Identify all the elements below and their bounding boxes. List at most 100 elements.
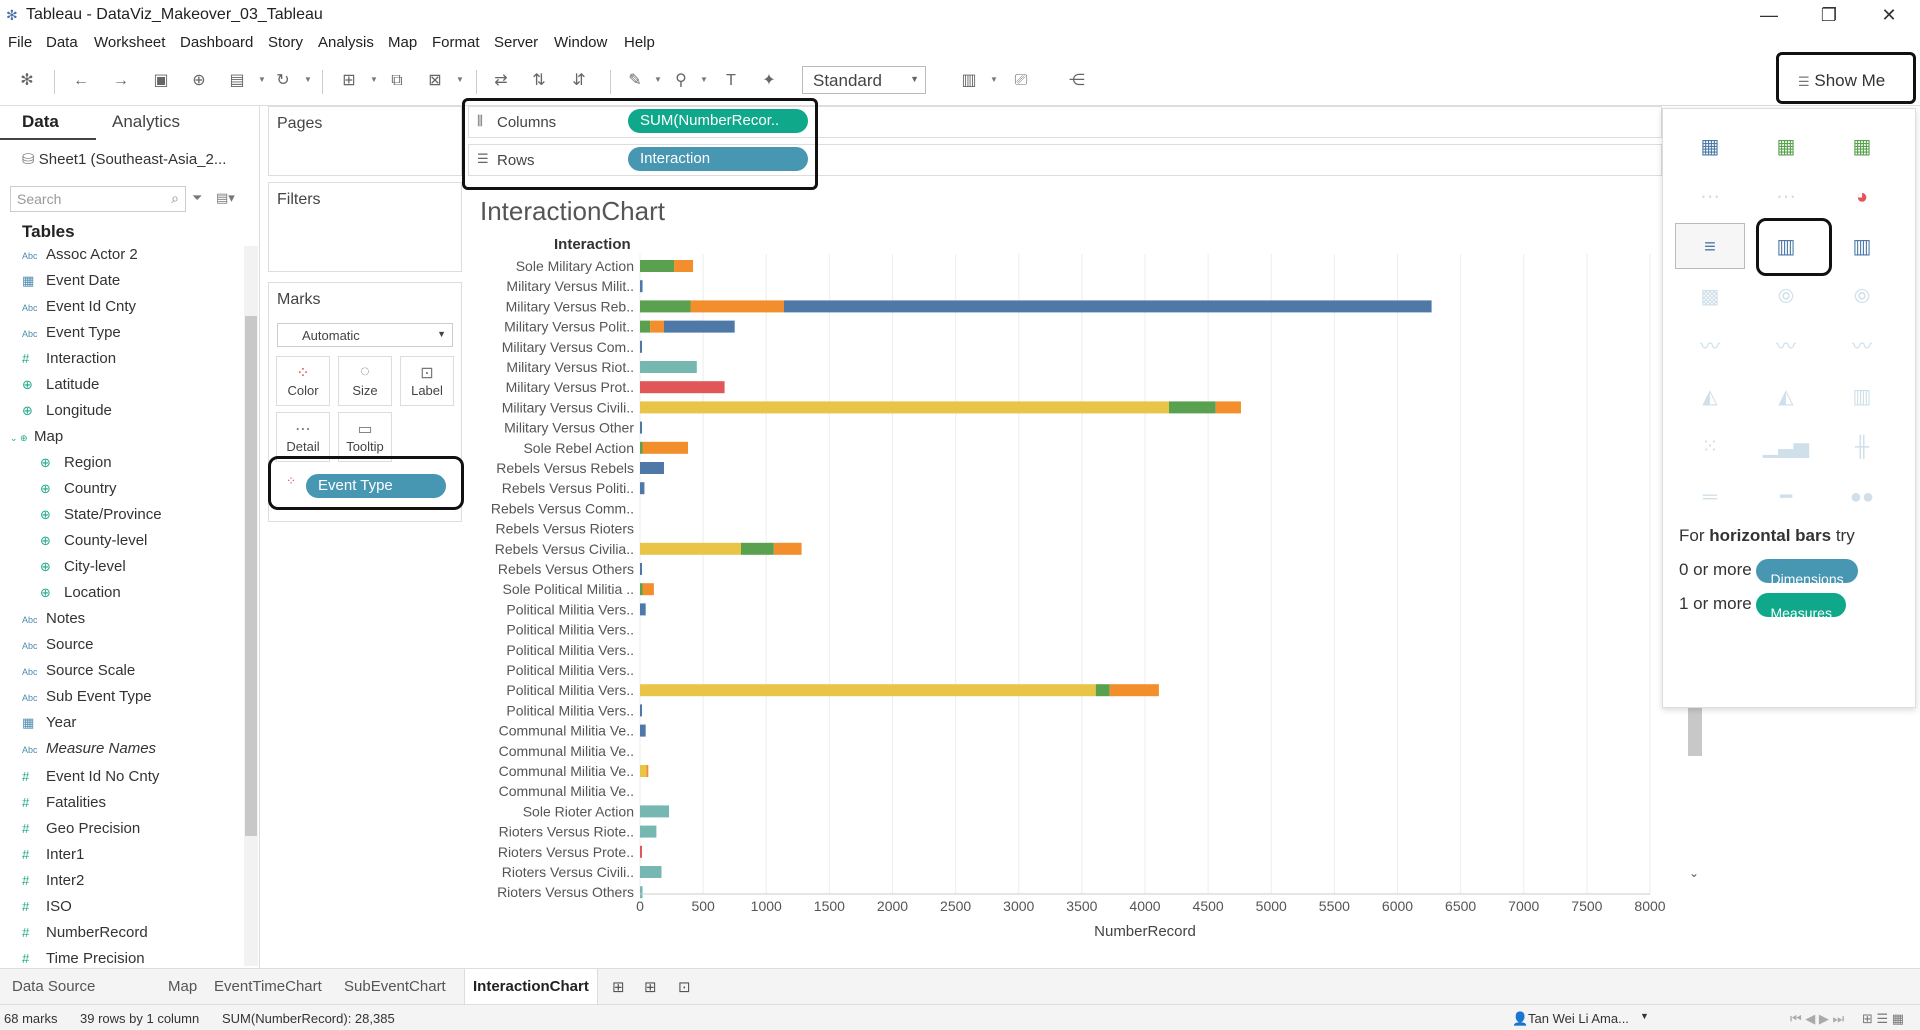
field-event-date[interactable]: ▦ Event Date [22, 272, 121, 289]
new-datasource-icon[interactable]: ⊕ [192, 72, 206, 89]
bar-segment[interactable] [640, 563, 642, 575]
field-country[interactable]: ⊕ Country [40, 480, 117, 497]
bar-segment[interactable] [640, 280, 643, 293]
menu-story[interactable]: Story [268, 34, 304, 51]
tooltip-mark-button[interactable]: ▭ Tooltip [338, 412, 392, 462]
minimize-button[interactable]: — [1760, 5, 1778, 25]
fit-select[interactable]: Standard ▼ [802, 66, 926, 94]
pages-shelf[interactable]: Pages [268, 106, 462, 176]
bar-segment[interactable] [640, 340, 642, 353]
columns-pill[interactable]: SUM(NumberRecor.. [628, 109, 808, 133]
show-me-dual-combination-icon[interactable]: ▥ [1827, 373, 1897, 419]
show-me-highlight-table-icon[interactable]: ▦ [1827, 123, 1897, 169]
show-me-lines-discrete-icon[interactable]: 〰 [1675, 323, 1745, 369]
field-source[interactable]: Abc Source [22, 636, 94, 653]
bar-segment[interactable] [783, 300, 1432, 313]
field-measure-names[interactable]: Abc Measure Names [22, 740, 157, 757]
bar-segment[interactable] [1095, 684, 1110, 697]
bar-segment[interactable] [640, 603, 646, 616]
show-me-histogram-icon[interactable]: ▁▃▅ [1751, 423, 1821, 469]
menu-dashboard[interactable]: Dashboard [180, 34, 254, 51]
show-me-symbol-map-icon[interactable]: ⋯ [1675, 173, 1745, 219]
field-numberrecord[interactable]: # NumberRecord [22, 924, 148, 941]
restore-button[interactable]: ❐ [1820, 5, 1838, 25]
menu-format[interactable]: Format [432, 34, 480, 51]
show-me-filled-map-icon[interactable]: ⋯ [1751, 173, 1821, 219]
tab-eventtimechart[interactable]: EventTimeChart [214, 978, 322, 995]
save-icon[interactable]: ▣ [153, 72, 169, 89]
bar-segment[interactable] [1215, 401, 1241, 414]
bar-segment[interactable] [640, 886, 643, 899]
label-mark-button[interactable]: ⊡ Label [400, 356, 454, 406]
bar-segment[interactable] [640, 866, 662, 878]
mark-type-select[interactable]: Automatic ▼ [277, 323, 453, 347]
bar-segment[interactable] [674, 260, 694, 272]
bar-segment[interactable] [640, 684, 1096, 697]
bar-segment[interactable] [642, 583, 654, 596]
menu-analysis[interactable]: Analysis [318, 34, 374, 51]
show-me-area-continuous-icon[interactable]: ◭ [1675, 373, 1745, 419]
field-inter2[interactable]: # Inter2 [22, 872, 85, 889]
undo-icon[interactable]: ← [73, 72, 89, 89]
tableau-home-icon[interactable]: ✻ [20, 72, 34, 89]
field-inter1[interactable]: # Inter1 [22, 846, 85, 863]
clear-sheet-icon[interactable]: ⊠ [428, 72, 442, 89]
bar-segment[interactable] [663, 320, 735, 333]
show-mark-labels-icon[interactable]: T [726, 72, 736, 89]
show-me-circle-views-icon[interactable]: ⦾ [1751, 273, 1821, 319]
sheet-nav-icon[interactable]: ⏮ ◀ ▶ ⏭ [1790, 1011, 1845, 1026]
menu-help[interactable]: Help [624, 34, 655, 51]
bar-segment[interactable] [640, 361, 697, 373]
show-me-area-discrete-icon[interactable]: ◭ [1751, 373, 1821, 419]
bar-segment[interactable] [640, 300, 691, 313]
fix-axes-icon[interactable]: ✦ [762, 72, 776, 89]
search-input[interactable]: Search ⌕ [10, 186, 186, 212]
bar-segment[interactable] [640, 845, 642, 858]
field-interaction[interactable]: # Interaction [22, 350, 117, 367]
tab-subeventchart[interactable]: SubEventChart [344, 978, 446, 995]
show-cards-icon[interactable]: ▥ [961, 72, 977, 89]
bar-segment[interactable] [640, 583, 643, 596]
status-user[interactable]: Tan Wei Li Ama... [1528, 1011, 1629, 1026]
menu-data[interactable]: Data [46, 34, 78, 51]
bar-segment[interactable] [640, 320, 651, 333]
show-me-side-by-side-bars-icon[interactable]: ▥ [1827, 223, 1897, 269]
bar-segment[interactable] [640, 765, 647, 777]
size-mark-button[interactable]: ◌ Size [338, 356, 392, 406]
close-button[interactable]: ✕ [1881, 5, 1897, 25]
show-me-heat-map-icon[interactable]: ▦ [1751, 123, 1821, 169]
show-me-bullet-graph-icon[interactable]: ━ [1751, 473, 1821, 519]
new-dashboard-icon[interactable]: ⊞ [644, 979, 657, 996]
show-me-dual-lines-icon[interactable]: 〰 [1827, 323, 1897, 369]
show-me-button[interactable]: ☰ Show Me [1798, 71, 1886, 90]
sort-ascending-icon[interactable]: ⇅ [532, 72, 546, 89]
tab-map[interactable]: Map [168, 978, 198, 995]
menu-worksheet[interactable]: Worksheet [94, 34, 166, 51]
menu-window[interactable]: Window [554, 34, 608, 51]
bar-segment[interactable] [640, 825, 657, 838]
highlight-icon[interactable]: ✎ [628, 72, 642, 89]
show-me-box-and-whisker-icon[interactable]: ╫ [1827, 423, 1897, 469]
field-notes[interactable]: Abc Notes [22, 610, 86, 627]
bar-segment[interactable] [640, 401, 1169, 414]
bar-segment[interactable] [640, 805, 670, 818]
show-me-scatter-plot-icon[interactable]: ⁙ [1675, 423, 1745, 469]
field-assoc-actor-2[interactable]: Abc Assoc Actor 2 [22, 246, 138, 263]
bar-segment[interactable] [741, 542, 774, 555]
data-pane-scrollbar[interactable] [244, 246, 258, 966]
bar-segment[interactable] [640, 421, 642, 434]
color-mark-button[interactable]: ⁘ Color [276, 356, 330, 406]
bar-segment[interactable] [1109, 684, 1159, 697]
view-options-icon[interactable]: ▤▾ [216, 190, 235, 205]
swap-rows-columns-icon[interactable]: ⇄ [494, 72, 508, 89]
field-longitude[interactable]: ⊕ Longitude [22, 402, 112, 419]
field-event-type[interactable]: Abc Event Type [22, 324, 121, 341]
field-city-level[interactable]: ⊕ City-level [40, 558, 126, 575]
bar-segment[interactable] [640, 462, 664, 474]
field-event-id-cnty[interactable]: Abc Event Id Cnty [22, 298, 137, 315]
bar-segment[interactable] [773, 542, 802, 555]
bar-segment[interactable] [640, 482, 645, 495]
group-members-icon[interactable]: ⚲ [675, 72, 687, 89]
pause-updates-icon[interactable]: ▤ [229, 72, 245, 89]
field-location[interactable]: ⊕ Location [40, 584, 121, 601]
